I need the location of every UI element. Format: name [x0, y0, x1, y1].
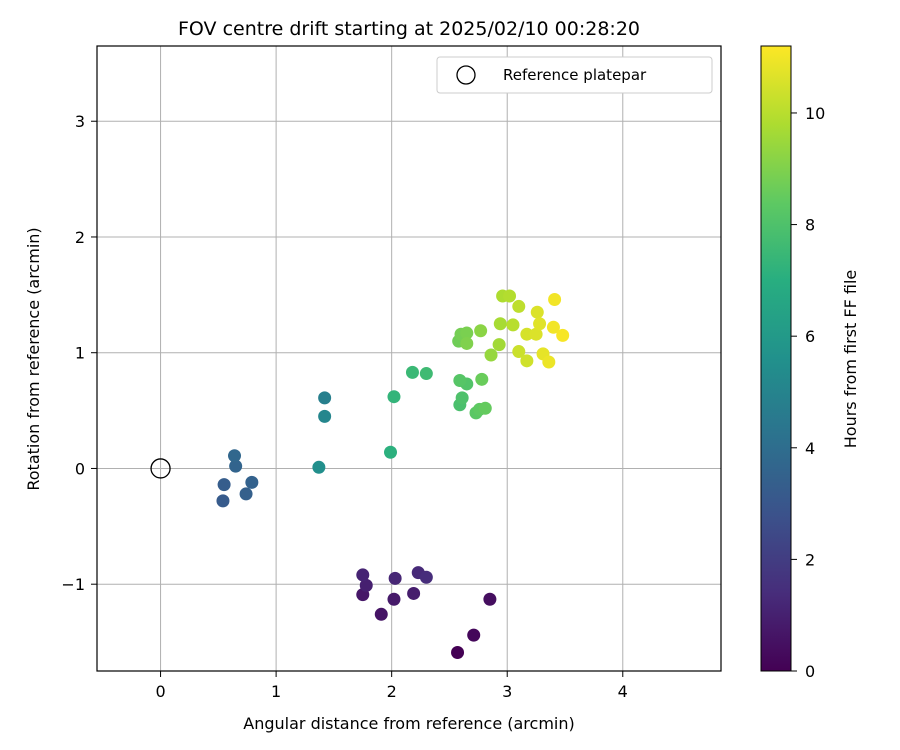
data-point: [312, 460, 326, 474]
data-point: [529, 327, 543, 341]
x-tick-label: 0: [155, 682, 165, 701]
data-point: [451, 645, 465, 659]
data-point: [374, 607, 388, 621]
data-point: [387, 390, 401, 404]
data-point: [245, 475, 259, 489]
data-point: [455, 391, 469, 405]
data-point: [483, 592, 497, 606]
data-point: [478, 401, 492, 415]
y-tick-label: 1: [75, 344, 85, 363]
x-axis-title: Angular distance from reference (arcmin): [243, 714, 574, 733]
grid-lines: [97, 46, 721, 671]
legend: Reference platepar: [436, 56, 713, 94]
data-point: [318, 391, 332, 405]
data-point: [419, 367, 433, 381]
data-point: [475, 372, 489, 386]
data-point: [542, 355, 556, 369]
data-point: [484, 348, 498, 362]
y-tick-label: 3: [75, 112, 85, 131]
x-tick-label: 3: [502, 682, 512, 701]
data-point: [388, 571, 402, 585]
plot-axes: 0 1 2 3 4 −1 0 1 2 3: [61, 45, 722, 701]
legend-marker-reference: [456, 65, 476, 85]
data-point: [512, 345, 526, 359]
data-point: [467, 628, 481, 642]
colorbar-tick-label: 0: [805, 662, 815, 681]
x-tick-label: 4: [618, 682, 628, 701]
reference-platepar-marker: [150, 458, 171, 479]
colorbar-tick-label: 8: [805, 216, 815, 235]
y-axis-title: Rotation from reference (arcmin): [24, 227, 43, 490]
data-point: [533, 317, 547, 331]
data-point: [492, 338, 506, 352]
x-tick-label: 2: [387, 682, 397, 701]
colorbar-tick-label: 6: [805, 327, 815, 346]
data-point: [453, 373, 467, 387]
data-point: [530, 305, 544, 319]
data-point: [460, 326, 474, 340]
plot-frame: [96, 45, 722, 672]
data-point: [493, 317, 507, 331]
data-point: [520, 354, 534, 368]
data-point: [405, 365, 419, 379]
data-point: [228, 449, 242, 463]
data-point: [419, 570, 433, 584]
legend-box: [436, 56, 713, 94]
data-point: [503, 289, 517, 303]
colorbar-title: Hours from first FF file: [841, 270, 860, 449]
colorbar-gradient: [760, 45, 792, 672]
data-point: [460, 336, 474, 350]
data-point: [318, 409, 332, 423]
chart-title: FOV centre drift starting at 2025/02/10 …: [178, 18, 640, 40]
data-point: [239, 487, 253, 501]
data-points: [150, 289, 570, 659]
data-point: [474, 324, 488, 338]
data-point: [556, 328, 570, 342]
data-point: [512, 299, 526, 313]
data-point: [387, 592, 401, 606]
data-point: [546, 320, 560, 334]
data-point: [356, 568, 370, 582]
legend-label-reference: Reference platepar: [503, 66, 647, 84]
data-point: [506, 318, 520, 332]
colorbar-tick-label: 10: [805, 104, 825, 123]
data-point: [229, 459, 243, 473]
y-tick-label: −1: [61, 575, 85, 594]
data-point: [217, 478, 231, 492]
colorbar-ticks: 0 2 4 6 8 10: [791, 104, 825, 681]
data-point: [407, 586, 421, 600]
colorbar-tick-label: 2: [805, 550, 815, 569]
data-point: [548, 292, 562, 306]
data-point: [384, 445, 398, 459]
y-tick-label: 2: [75, 228, 85, 247]
data-point: [520, 327, 534, 341]
colorbar: 0 2 4 6 8 10 Hours from first FF file: [760, 45, 860, 681]
y-tick-label: 0: [75, 459, 85, 478]
data-point: [216, 494, 230, 508]
x-tick-label: 1: [271, 682, 281, 701]
data-point: [359, 578, 373, 592]
colorbar-tick-label: 4: [805, 439, 815, 458]
